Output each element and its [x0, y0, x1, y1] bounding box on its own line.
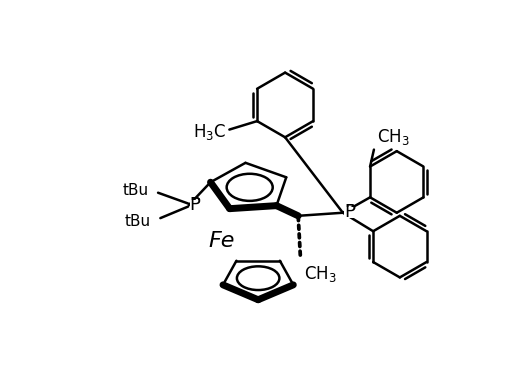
Text: P: P	[190, 196, 200, 214]
Text: tBu: tBu	[125, 214, 151, 230]
FancyBboxPatch shape	[190, 200, 201, 211]
Text: P: P	[344, 203, 355, 221]
Text: tBu: tBu	[123, 183, 149, 198]
Text: P: P	[344, 203, 355, 221]
FancyBboxPatch shape	[344, 207, 355, 218]
Text: P: P	[190, 196, 200, 214]
Text: CH$_3$: CH$_3$	[377, 126, 410, 147]
Text: Fe: Fe	[208, 231, 235, 251]
Text: CH$_3$: CH$_3$	[305, 264, 337, 283]
Text: H$_3$C: H$_3$C	[193, 122, 226, 142]
